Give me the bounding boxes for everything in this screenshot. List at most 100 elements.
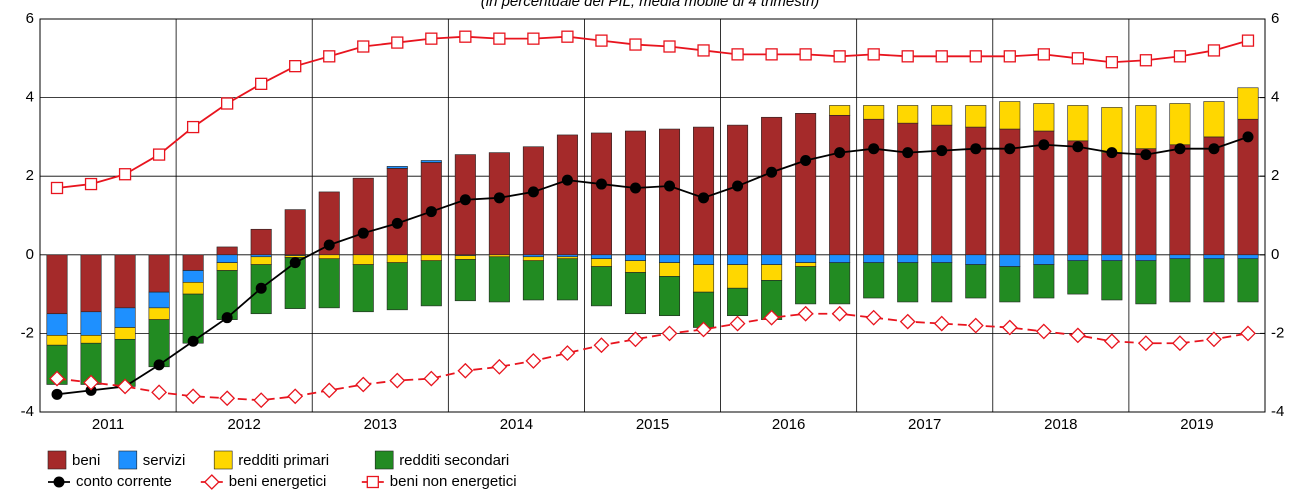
bar	[1067, 140, 1089, 256]
bar	[624, 260, 646, 273]
marker	[1241, 34, 1255, 47]
marker	[902, 147, 914, 159]
marker	[697, 44, 710, 57]
bar	[182, 254, 204, 271]
marker	[289, 60, 302, 73]
marker	[561, 30, 574, 43]
marker	[321, 382, 338, 399]
marker	[1103, 333, 1120, 350]
bar	[318, 258, 340, 309]
marker	[253, 392, 270, 409]
bar	[795, 262, 817, 267]
bar	[795, 113, 817, 256]
marker	[561, 174, 573, 186]
bars	[46, 87, 1259, 387]
y2-tick-label: 2	[1271, 167, 1279, 184]
bar	[897, 122, 919, 256]
marker	[1072, 141, 1084, 153]
marker	[1071, 52, 1084, 65]
bar	[590, 258, 612, 267]
marker	[627, 331, 644, 348]
marker	[935, 50, 948, 63]
marker	[766, 166, 778, 178]
bar	[761, 116, 783, 256]
bar	[488, 256, 510, 303]
bar	[624, 254, 646, 261]
y2-tick-label: 4	[1271, 89, 1279, 106]
bar	[80, 335, 102, 344]
bar	[454, 259, 476, 302]
marker	[187, 335, 199, 347]
bar	[999, 254, 1021, 267]
y2-tick-label: 6	[1271, 10, 1279, 27]
legend-swatch	[118, 450, 138, 470]
bar	[420, 260, 442, 307]
bar	[318, 254, 340, 260]
legend-swatch	[374, 450, 394, 470]
marker	[695, 321, 712, 338]
line	[56, 312, 1249, 402]
marker	[425, 32, 438, 45]
y-tick-label: -2	[21, 324, 34, 341]
marker	[799, 48, 812, 61]
marker	[151, 384, 168, 401]
legend-label: beni non energetici	[390, 473, 517, 490]
bar	[590, 266, 612, 307]
bar	[352, 254, 374, 265]
bar	[284, 209, 306, 256]
legend-label: conto corrente	[76, 473, 172, 490]
marker	[969, 50, 982, 63]
bar	[659, 254, 681, 263]
legend-marker	[53, 476, 65, 488]
bar	[863, 118, 885, 256]
marker	[1206, 331, 1222, 348]
bar	[931, 124, 953, 256]
y-tick-label: 4	[26, 89, 34, 106]
marker	[1106, 147, 1118, 159]
marker	[221, 97, 234, 110]
legend-marker	[366, 475, 379, 489]
bar	[965, 254, 987, 265]
line	[56, 136, 1249, 396]
bar	[659, 276, 681, 317]
marker	[868, 143, 880, 155]
marker	[765, 48, 778, 61]
y2-tick-label: -4	[1271, 403, 1284, 420]
bar	[114, 254, 136, 309]
marker	[1137, 335, 1154, 352]
marker	[1208, 143, 1220, 155]
marker	[732, 180, 744, 192]
bar	[386, 168, 408, 256]
bar	[829, 105, 851, 116]
y-tick-label: -4	[21, 403, 34, 420]
x-tick-label: 2016	[772, 416, 805, 433]
marker	[664, 180, 676, 192]
bar	[1033, 254, 1055, 265]
marker	[663, 40, 676, 53]
bar	[999, 101, 1021, 130]
bar	[80, 254, 102, 313]
marker	[865, 309, 882, 326]
bar	[386, 262, 408, 311]
bar	[1033, 103, 1055, 132]
marker	[221, 312, 233, 324]
legend-label: redditi primari	[238, 452, 329, 469]
bar	[931, 262, 953, 303]
marker	[491, 358, 508, 375]
marker	[287, 388, 304, 405]
marker	[255, 77, 268, 90]
x-tick-label: 2015	[636, 416, 669, 433]
bar	[863, 254, 885, 263]
chart-subtitle: (in percentuale del PIL; media mobile di…	[481, 0, 819, 10]
marker	[763, 309, 780, 326]
bar	[182, 282, 204, 295]
marker	[219, 390, 236, 407]
bar	[386, 254, 408, 263]
marker	[83, 374, 99, 391]
bar	[1169, 258, 1191, 303]
bar	[999, 266, 1021, 303]
x-tick-label: 2014	[500, 416, 533, 433]
legend-swatch	[47, 450, 67, 470]
bar	[522, 260, 544, 301]
legend-label: redditi secondari	[399, 452, 509, 469]
